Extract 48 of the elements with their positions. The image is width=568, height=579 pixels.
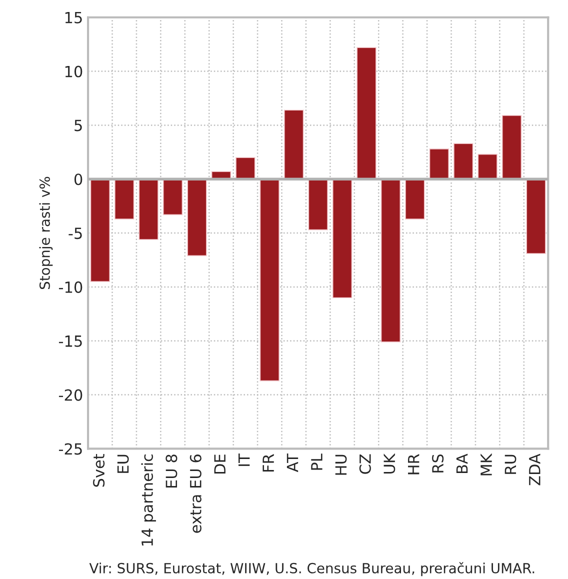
y-tick-label: -10 bbox=[58, 281, 82, 293]
y-tick-label: -5 bbox=[68, 228, 82, 240]
bar bbox=[526, 178, 546, 254]
x-tick-label: 14 partneric bbox=[141, 454, 156, 546]
x-tick-label: UK bbox=[384, 453, 396, 474]
y-tick-label: -15 bbox=[58, 336, 82, 347]
y-axis-title: Stopnje rasti v% bbox=[39, 176, 53, 290]
x-tick-label: BA bbox=[456, 454, 468, 474]
bar bbox=[308, 178, 328, 230]
x-tick-label: ZDA bbox=[529, 454, 540, 486]
y-tick-label: -25 bbox=[58, 443, 82, 455]
x-tick-label: extra EU 6 bbox=[190, 454, 202, 533]
bar bbox=[284, 110, 304, 180]
bar bbox=[405, 178, 425, 220]
x-tick-label: CZ bbox=[359, 454, 371, 474]
text: Vir: SURS, Eurostat, WIIW, U.S. Census Bureau, preračuni UMAR. bbox=[89, 562, 534, 576]
bar bbox=[380, 178, 401, 342]
x-tick-label: RS bbox=[432, 454, 444, 472]
y-tick-label: 5 bbox=[74, 120, 82, 132]
x-tick-label: PL bbox=[311, 454, 322, 470]
bar bbox=[90, 178, 110, 282]
y-tick-label: 0 bbox=[74, 174, 82, 186]
bar bbox=[454, 143, 474, 180]
x-tick-label: Svet bbox=[93, 454, 105, 487]
bar bbox=[478, 154, 498, 180]
x-tick-label: EU bbox=[117, 454, 129, 473]
y-tick-label: -20 bbox=[58, 389, 82, 401]
bar bbox=[162, 178, 183, 216]
bar bbox=[332, 178, 352, 298]
y-tick-label: 10 bbox=[65, 66, 82, 78]
bar bbox=[356, 47, 376, 180]
x-tick-label: DE bbox=[214, 454, 226, 474]
bar bbox=[138, 178, 158, 240]
bar bbox=[429, 148, 450, 180]
x-tick-label: MK bbox=[480, 453, 492, 476]
x-tick-label: HU bbox=[335, 454, 347, 475]
x-tick-label: EU 8 bbox=[166, 454, 178, 488]
bar bbox=[236, 157, 256, 180]
bar bbox=[114, 178, 134, 220]
x-tick-label: RU bbox=[504, 454, 516, 474]
bar bbox=[502, 115, 522, 180]
y-tick-label: 15 bbox=[65, 12, 82, 24]
x-tick-label: AT bbox=[286, 454, 298, 472]
bar bbox=[260, 178, 280, 382]
bar bbox=[187, 178, 207, 256]
x-tick-label: HR bbox=[408, 454, 420, 474]
x-tick-label: IT bbox=[238, 454, 250, 466]
x-tick-label: FR bbox=[262, 454, 274, 472]
